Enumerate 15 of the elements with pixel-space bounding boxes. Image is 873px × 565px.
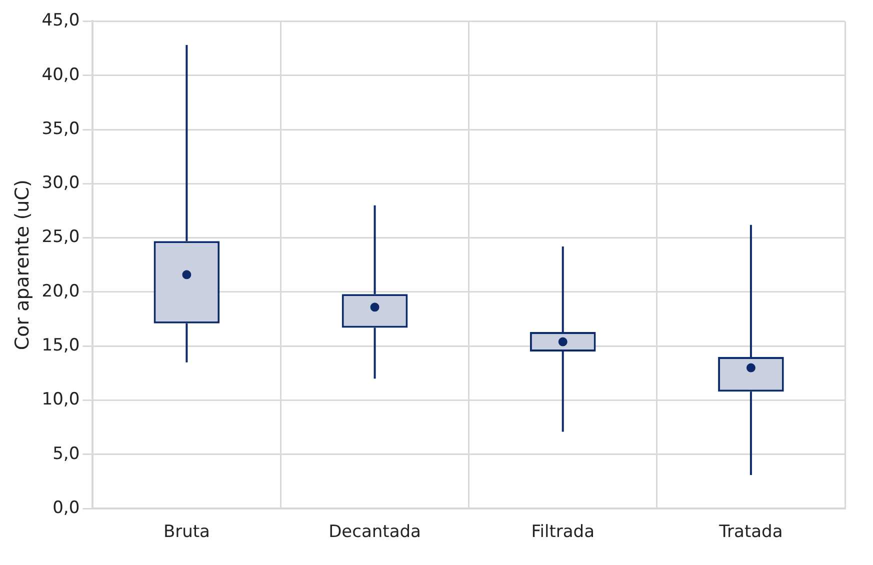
y-tick-label: 40,0 (42, 64, 80, 85)
y-tick-label: 0,0 (52, 498, 80, 518)
x-tick-label: Decantada (328, 522, 421, 542)
y-tick-label: 30,0 (42, 173, 80, 194)
x-tick-label: Bruta (163, 522, 210, 542)
x-tick-label: Filtrada (531, 522, 595, 542)
y-axis-title: Cor aparente (uC) (11, 180, 34, 350)
y-tick-label: 5,0 (52, 444, 80, 464)
x-tick-label: Tratada (718, 522, 783, 542)
y-tick-label: 10,0 (42, 390, 80, 410)
y-tick-label: 45,0 (42, 10, 80, 31)
y-tick-label: 35,0 (42, 118, 80, 139)
y-tick-label: 20,0 (42, 281, 80, 302)
y-tick-label: 25,0 (42, 227, 80, 248)
y-tick-label: 15,0 (42, 336, 80, 356)
